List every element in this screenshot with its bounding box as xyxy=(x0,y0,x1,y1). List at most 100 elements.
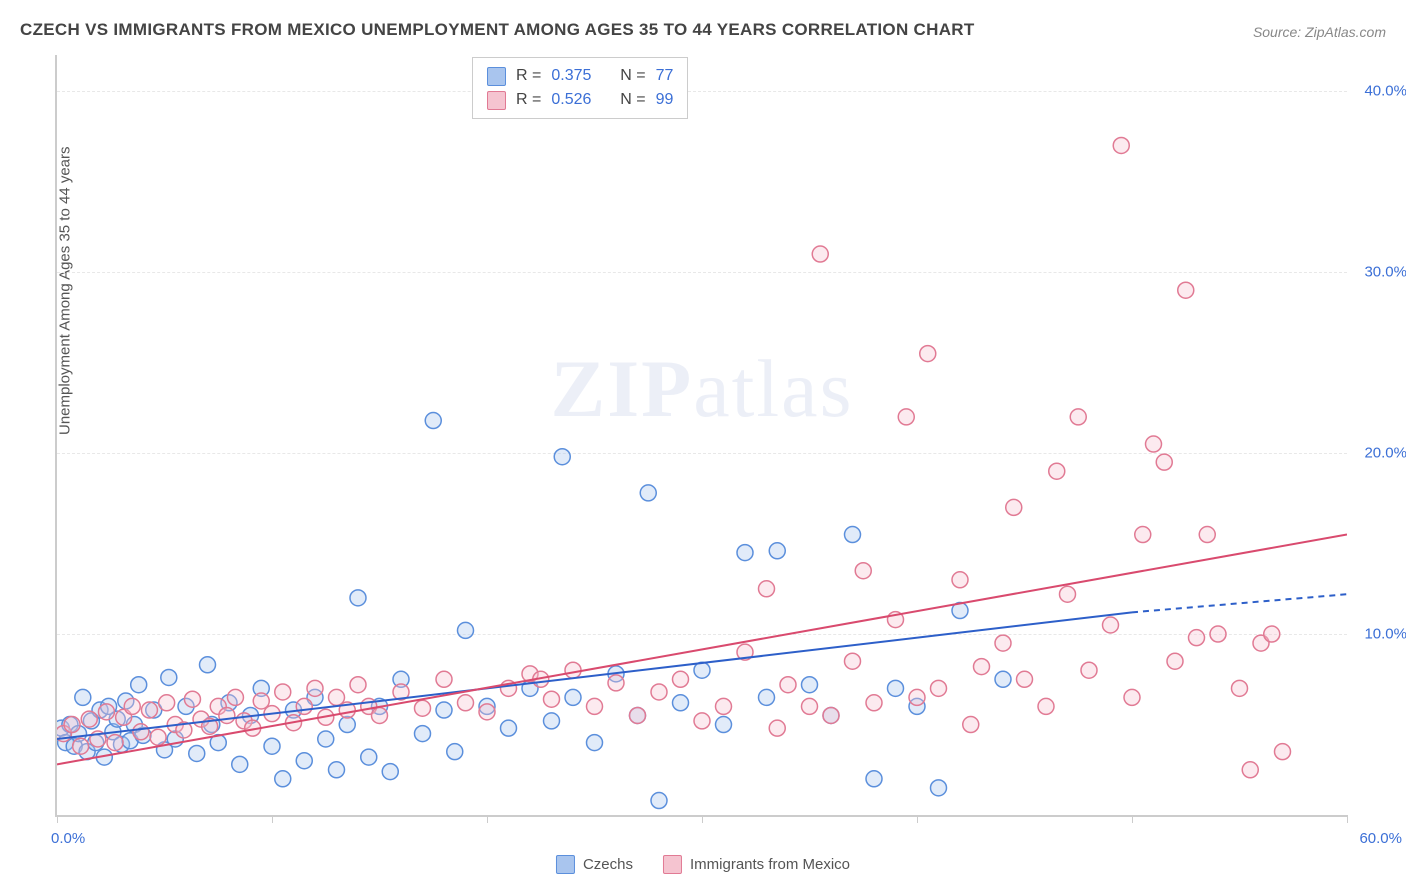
x-min-label: 0.0% xyxy=(51,830,85,847)
scatter-point xyxy=(81,711,97,727)
scatter-point xyxy=(845,653,861,669)
x-tick xyxy=(702,815,703,823)
scatter-point xyxy=(141,702,157,718)
scatter-point xyxy=(673,695,689,711)
scatter-point xyxy=(1070,409,1086,425)
x-tick xyxy=(917,815,918,823)
scatter-point xyxy=(232,756,248,772)
trend-line xyxy=(57,535,1347,765)
x-max-label: 60.0% xyxy=(1359,830,1402,847)
plot-area: Unemployment Among Ages 35 to 44 years Z… xyxy=(55,55,1347,817)
scatter-point xyxy=(1199,527,1215,543)
scatter-point xyxy=(812,246,828,262)
chart-container: CZECH VS IMMIGRANTS FROM MEXICO UNEMPLOY… xyxy=(0,0,1406,892)
scatter-point xyxy=(350,677,366,693)
scatter-point xyxy=(802,677,818,693)
x-tick xyxy=(57,815,58,823)
scatter-point xyxy=(275,771,291,787)
scatter-point xyxy=(769,543,785,559)
legend-item-mexico: Immigrants from Mexico xyxy=(663,855,850,874)
scatter-point xyxy=(737,545,753,561)
scatter-svg xyxy=(57,55,1347,815)
y-tick-label: 40.0% xyxy=(1364,83,1406,100)
scatter-point xyxy=(361,749,377,765)
scatter-point xyxy=(382,764,398,780)
scatter-point xyxy=(898,409,914,425)
scatter-point xyxy=(1124,689,1140,705)
scatter-point xyxy=(1017,671,1033,687)
scatter-point xyxy=(318,731,334,747)
legend-item-czechs: Czechs xyxy=(556,855,633,874)
scatter-point xyxy=(1006,499,1022,515)
scatter-point xyxy=(1146,436,1162,452)
scatter-point xyxy=(866,771,882,787)
scatter-point xyxy=(759,581,775,597)
scatter-point xyxy=(458,695,474,711)
legend-swatch-czechs-icon xyxy=(556,855,575,874)
scatter-point xyxy=(75,689,91,705)
scatter-point xyxy=(995,635,1011,651)
scatter-point xyxy=(1178,282,1194,298)
scatter-point xyxy=(716,698,732,714)
y-tick-label: 30.0% xyxy=(1364,264,1406,281)
scatter-point xyxy=(415,726,431,742)
scatter-point xyxy=(931,680,947,696)
scatter-point xyxy=(372,707,388,723)
scatter-point xyxy=(544,713,560,729)
source-attribution: Source: ZipAtlas.com xyxy=(1253,24,1386,40)
scatter-point xyxy=(866,695,882,711)
scatter-point xyxy=(587,735,603,751)
scatter-point xyxy=(759,689,775,705)
scatter-point xyxy=(1242,762,1258,778)
scatter-point xyxy=(855,563,871,579)
scatter-point xyxy=(1275,744,1291,760)
scatter-point xyxy=(161,669,177,685)
scatter-point xyxy=(1049,463,1065,479)
scatter-point xyxy=(587,698,603,714)
scatter-point xyxy=(845,527,861,543)
scatter-point xyxy=(651,793,667,809)
scatter-point xyxy=(98,704,114,720)
scatter-point xyxy=(931,780,947,796)
trend-line-dashed xyxy=(1132,594,1347,612)
scatter-point xyxy=(150,729,166,745)
scatter-point xyxy=(802,698,818,714)
scatter-point xyxy=(436,702,452,718)
scatter-point xyxy=(73,738,89,754)
legend-swatch-mexico-icon xyxy=(663,855,682,874)
scatter-point xyxy=(296,753,312,769)
scatter-point xyxy=(189,745,205,761)
scatter-point xyxy=(264,738,280,754)
scatter-point xyxy=(1135,527,1151,543)
scatter-point xyxy=(339,717,355,733)
y-tick-label: 20.0% xyxy=(1364,445,1406,462)
scatter-point xyxy=(1189,630,1205,646)
scatter-point xyxy=(131,677,147,693)
scatter-point xyxy=(995,671,1011,687)
scatter-point xyxy=(952,572,968,588)
legend-label-mexico: Immigrants from Mexico xyxy=(690,856,850,873)
scatter-point xyxy=(307,680,323,696)
legend-label-czechs: Czechs xyxy=(583,856,633,873)
scatter-point xyxy=(133,724,149,740)
scatter-point xyxy=(716,717,732,733)
scatter-point xyxy=(823,707,839,723)
scatter-point xyxy=(124,698,140,714)
scatter-point xyxy=(64,717,80,733)
scatter-point xyxy=(909,689,925,705)
scatter-point xyxy=(780,677,796,693)
scatter-point xyxy=(501,720,517,736)
x-tick xyxy=(1132,815,1133,823)
scatter-point xyxy=(1081,662,1097,678)
scatter-point xyxy=(159,695,175,711)
scatter-point xyxy=(888,680,904,696)
scatter-point xyxy=(425,413,441,429)
scatter-point xyxy=(1103,617,1119,633)
scatter-point xyxy=(227,689,243,705)
scatter-point xyxy=(565,689,581,705)
scatter-point xyxy=(1038,698,1054,714)
scatter-point xyxy=(107,735,123,751)
x-tick xyxy=(487,815,488,823)
scatter-point xyxy=(544,691,560,707)
scatter-point xyxy=(200,657,216,673)
